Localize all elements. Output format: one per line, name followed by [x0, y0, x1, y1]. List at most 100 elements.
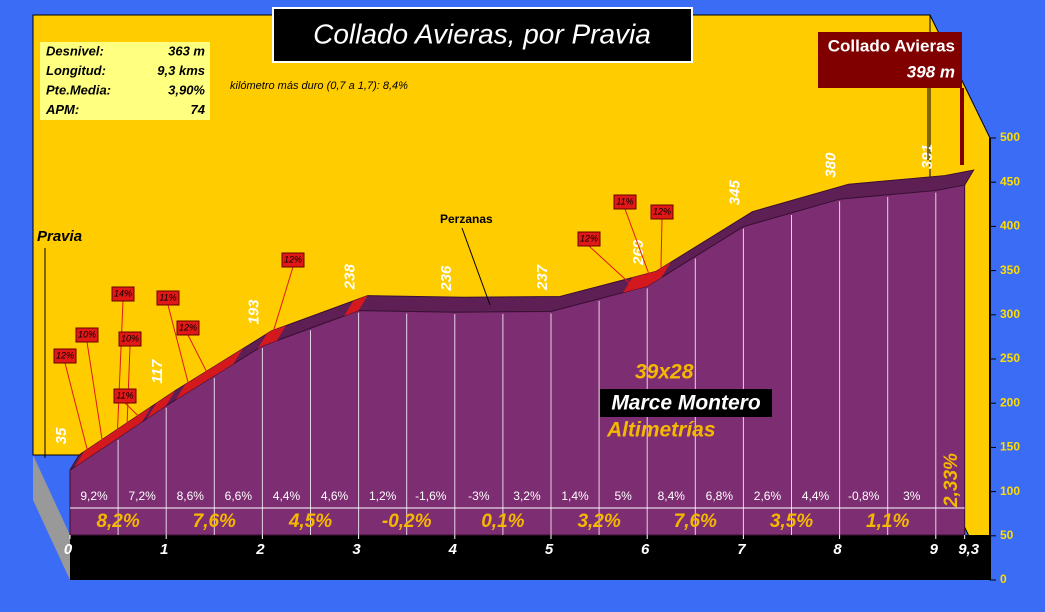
stats: Desnivel: 363 m Longitud: 9,3 kms Pte.Media:… — [45, 43, 206, 117]
half-km-gradient: 4,4% — [802, 489, 830, 503]
profile — [69, 184, 966, 536]
floor — [70, 535, 990, 580]
badge — [281, 252, 305, 268]
stat-label: Longitud: — [46, 63, 106, 78]
steep-section — [74, 406, 152, 467]
half-km-gradient: -1,6% — [415, 489, 447, 503]
credit-box — [600, 389, 772, 417]
badge — [113, 388, 137, 404]
elevation-label: 391 — [919, 144, 936, 169]
km-gradient: 1,1% — [866, 511, 909, 532]
hardest-km: kilómetro más duro (0,7 a 1,7): 8,4% — [230, 80, 408, 92]
badge-label: 11% — [616, 196, 633, 206]
half-km-gradient: -0,8% — [848, 489, 880, 503]
half-km-gradient: 5% — [614, 489, 632, 503]
badge — [577, 231, 601, 247]
stat-value: 363 m — [168, 43, 205, 58]
badge-line — [86, 341, 104, 445]
km-gradient: 7,6% — [193, 511, 236, 532]
elevation-label: 193 — [245, 299, 262, 325]
credit-code: 39x28 — [635, 361, 694, 384]
half-km-gradient: 8,4% — [658, 489, 686, 503]
stat-value: 3,90% — [168, 82, 205, 97]
badge-line — [64, 362, 89, 455]
x-tick-label: 7 — [737, 541, 746, 558]
y-tick-label: 100 — [1000, 484, 1020, 498]
credit-author: Marce Montero — [611, 392, 761, 415]
x-tick-label: 0 — [64, 541, 73, 558]
badge-label: 10% — [78, 329, 96, 339]
badge-line — [624, 208, 652, 281]
summit-name: Collado Avieras — [828, 36, 955, 55]
badge-label: 12% — [56, 350, 74, 360]
x-tick-label: 4 — [448, 541, 458, 558]
half-km-gradient: 1,2% — [369, 489, 397, 503]
y-tick-label: 400 — [1000, 219, 1020, 233]
half-km-gradient: 7,2% — [128, 489, 156, 503]
half-km-gradient: -3% — [468, 489, 490, 503]
steep-section — [344, 295, 368, 316]
start-place: Pravia — [37, 228, 82, 245]
y-tick-label: 150 — [1000, 440, 1020, 454]
km-gradient: 8,2% — [96, 511, 139, 532]
km-gradient: 2,33% — [941, 453, 962, 508]
elevation-label: 380 — [823, 152, 840, 178]
half-km-gradient: 3% — [903, 489, 921, 503]
badge-label: 11% — [116, 390, 133, 400]
half-km-gradient: 1,4% — [561, 489, 589, 503]
badge-line — [588, 245, 633, 286]
x-tick-label: 3 — [352, 541, 361, 558]
y-tick-label: 50 — [1000, 528, 1014, 542]
km-gradient: 3,5% — [770, 511, 813, 532]
km-gradient: 4,5% — [288, 511, 332, 532]
summit-altitude: 398 m — [907, 62, 955, 81]
mid-place: Perzanas — [440, 212, 493, 226]
badge — [176, 320, 200, 336]
badge — [53, 348, 77, 364]
y-tick-label: 450 — [1000, 174, 1020, 188]
y-tick-label: 350 — [1000, 263, 1020, 277]
left-floor — [33, 455, 70, 580]
mid-line — [461, 227, 491, 306]
x-tick-label: 1 — [160, 541, 168, 558]
steep-section — [175, 348, 243, 400]
badge-label: 11% — [159, 292, 176, 302]
stats-box — [40, 42, 210, 120]
half-km-gradient: 9,2% — [80, 489, 108, 503]
credit-site: Altimetrías — [606, 419, 716, 442]
x-tick-label: 8 — [833, 541, 842, 558]
title: Collado Avieras, por Pravia — [313, 18, 651, 49]
stat-label: Pte.Media: — [46, 82, 111, 97]
half-km-gradient: 4,6% — [321, 489, 349, 503]
plot: 0501001502002503003504004505003511719323… — [53, 130, 1020, 586]
half-km-gradient: 3,2% — [513, 489, 541, 503]
badge-line — [660, 218, 663, 275]
badge-label: 12% — [653, 206, 671, 216]
elevation-label: 117 — [149, 359, 166, 384]
km-gradient: -0,2% — [382, 511, 432, 532]
badge-line — [116, 300, 124, 436]
x-tick-label: 5 — [545, 541, 554, 558]
elevation-label: 237 — [534, 264, 551, 291]
badge — [156, 290, 180, 306]
summit-box — [818, 32, 962, 88]
y-tick-label: 200 — [1000, 395, 1020, 409]
badge-label: 12% — [580, 233, 598, 243]
x-tick-label: 9 — [930, 541, 939, 558]
steep-section — [146, 390, 176, 419]
y-tick-label: 250 — [1000, 351, 1020, 365]
half-km-gradient: 4,4% — [273, 489, 301, 503]
x-tick-label: 6 — [641, 541, 650, 558]
half-km-gradient: 8,6% — [177, 489, 205, 503]
title-box — [272, 7, 693, 63]
stat-label: Desnivel: — [46, 43, 104, 58]
badge-line — [124, 402, 142, 420]
stat-value: 74 — [191, 102, 206, 117]
y-tick-label: 300 — [1000, 307, 1020, 321]
badge-label: 12% — [284, 254, 302, 264]
stat-value: 9,3 kms — [157, 63, 205, 78]
badge-line — [187, 334, 210, 377]
half-km-gradient: 6,8% — [706, 489, 734, 503]
badge-label: 14% — [114, 288, 132, 298]
badge-label: 10% — [121, 333, 139, 343]
